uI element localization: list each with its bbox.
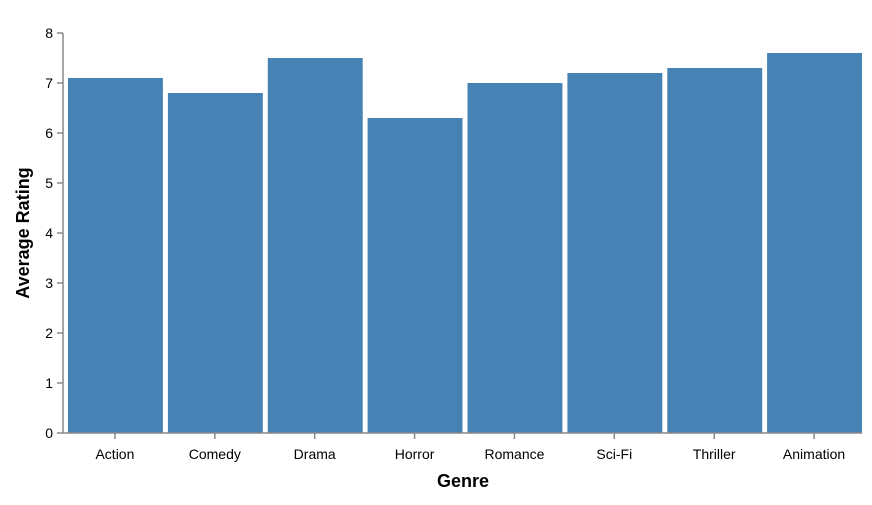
y-tick-label: 5 (45, 175, 53, 191)
x-tick-label: Action (95, 446, 134, 462)
y-tick-label: 4 (45, 225, 53, 241)
y-tick-label: 6 (45, 125, 53, 141)
x-tick-label: Drama (294, 446, 336, 462)
y-tick-label: 7 (45, 75, 53, 91)
bar-action (68, 78, 163, 433)
x-axis: Action Comedy Drama Horror Romance Sci-Fi Thri… (63, 432, 862, 462)
x-tick-label: Animation (783, 446, 845, 462)
bar-sci-fi (567, 73, 663, 433)
y-tick-label: 8 (45, 25, 53, 41)
y-axis: 0 1 2 3 4 5 6 7 8 (45, 25, 64, 441)
y-ticks: 0 1 2 3 4 5 6 7 8 (45, 25, 63, 441)
bar-horror (367, 118, 463, 433)
y-tick-label: 2 (45, 325, 53, 341)
bar-animation (767, 53, 862, 433)
y-tick-label: 3 (45, 275, 53, 291)
x-tick-label: Horror (395, 446, 435, 462)
bar-comedy (167, 93, 263, 433)
x-tick-label: Comedy (189, 446, 241, 462)
bar-romance (467, 83, 563, 433)
y-tick-label: 1 (45, 375, 53, 391)
bar-thriller (667, 68, 763, 433)
x-tick-label: Thriller (693, 446, 736, 462)
bars-layer (68, 53, 862, 433)
x-tick-label: Romance (484, 446, 544, 462)
x-axis-title: Genre (437, 471, 489, 491)
y-tick-label: 0 (45, 425, 53, 441)
x-ticks: Action Comedy Drama Horror Romance Sci-Fi Thri… (95, 433, 845, 462)
bar-drama (267, 58, 363, 433)
x-tick-label: Sci-Fi (596, 446, 632, 462)
y-axis-title: Average Rating (13, 167, 33, 298)
